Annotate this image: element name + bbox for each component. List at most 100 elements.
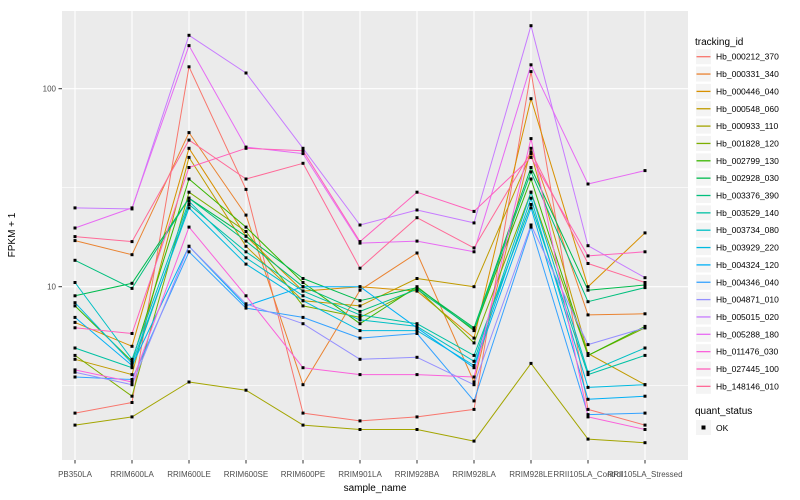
data-point-marker bbox=[130, 383, 134, 387]
series-points bbox=[73, 24, 647, 445]
legend-item-label: Hb_027445_100 bbox=[716, 364, 779, 374]
data-point-marker bbox=[130, 394, 134, 398]
data-point-marker bbox=[244, 306, 248, 310]
legend-item-label: Hb_148146_010 bbox=[716, 381, 779, 391]
data-point-marker bbox=[415, 289, 419, 293]
data-point-marker bbox=[358, 313, 362, 317]
y-tick-label-10: 10 bbox=[47, 283, 56, 292]
data-point-marker bbox=[358, 304, 362, 308]
data-point-marker bbox=[187, 44, 191, 48]
data-point-marker bbox=[244, 177, 248, 181]
data-point-marker bbox=[358, 315, 362, 319]
data-point-marker bbox=[187, 138, 191, 142]
x-tick-label-RRIM600SE: RRIM600SE bbox=[224, 470, 268, 479]
axis-tick-labels: PB350LA RRIM600LA RRIM600LE RRIM600SE RRIM60… bbox=[43, 85, 683, 480]
data-point-marker bbox=[586, 370, 590, 374]
data-point-marker bbox=[244, 146, 248, 150]
quant-ok-label: OK bbox=[716, 423, 729, 433]
data-point-marker bbox=[73, 206, 77, 210]
legend-item-Hb_002799_130: Hb_002799_130 bbox=[696, 153, 779, 169]
data-point-marker bbox=[472, 353, 476, 357]
data-point-marker bbox=[187, 131, 191, 135]
data-point-marker bbox=[472, 364, 476, 367]
data-point-marker bbox=[415, 216, 419, 220]
data-point-marker bbox=[301, 277, 305, 280]
legend-item-Hb_003376_390: Hb_003376_390 bbox=[696, 188, 779, 203]
data-point-marker bbox=[244, 213, 248, 217]
legend-item-Hb_003929_220: Hb_003929_220 bbox=[696, 240, 779, 256]
data-point-marker bbox=[586, 343, 590, 347]
legend-item-label: Hb_003529_140 bbox=[716, 208, 779, 218]
data-point-marker bbox=[472, 439, 476, 443]
legend-item-Hb_000446_040: Hb_000446_040 bbox=[696, 83, 779, 99]
legend-item-Hb_011476_030: Hb_011476_030 bbox=[696, 344, 779, 360]
data-point-marker bbox=[301, 161, 305, 165]
data-point-marker bbox=[415, 329, 419, 333]
data-point-marker bbox=[301, 281, 305, 284]
legend-item-label: Hb_005015_020 bbox=[716, 312, 779, 322]
data-point-marker bbox=[73, 346, 77, 350]
data-point-marker bbox=[415, 190, 419, 194]
data-point-marker bbox=[415, 428, 419, 431]
x-axis-title: sample_name bbox=[344, 483, 407, 494]
data-point-marker bbox=[358, 285, 362, 289]
data-point-marker bbox=[586, 352, 590, 355]
legend-item-Hb_003529_140: Hb_003529_140 bbox=[696, 205, 779, 221]
data-point-marker bbox=[244, 244, 248, 248]
data-point-marker bbox=[244, 250, 248, 254]
data-point-marker bbox=[244, 388, 248, 392]
data-point-marker bbox=[358, 419, 362, 423]
data-point-marker bbox=[415, 373, 419, 377]
data-point-marker bbox=[586, 182, 590, 186]
data-point-marker bbox=[529, 203, 533, 206]
legend-item-label: Hb_000933_110 bbox=[716, 121, 779, 131]
legend-item-Hb_004871_010: Hb_004871_010 bbox=[696, 292, 779, 308]
data-point-marker bbox=[529, 152, 533, 156]
data-point-marker bbox=[301, 366, 305, 370]
data-point-marker bbox=[529, 170, 533, 174]
legend-item-label: Hb_000548_060 bbox=[716, 104, 779, 114]
data-point-marker bbox=[187, 166, 191, 169]
data-point-marker bbox=[244, 71, 248, 75]
x-tick-label-RRIM600LA: RRIM600LA bbox=[110, 470, 154, 479]
data-point-marker bbox=[244, 262, 248, 266]
data-point-marker bbox=[187, 203, 191, 206]
data-point-marker bbox=[244, 256, 248, 260]
data-point-marker bbox=[130, 415, 134, 419]
data-point-marker bbox=[187, 146, 191, 150]
series-points-Hb_027445_100 bbox=[73, 146, 647, 335]
legend-item-label: Hb_005288_180 bbox=[716, 329, 779, 339]
data-point-marker bbox=[643, 312, 647, 316]
x-tick-label-RRII105LA_Stressed: RRII105LA_Stressed bbox=[607, 470, 682, 479]
data-point-marker bbox=[301, 423, 305, 427]
data-point-marker bbox=[187, 250, 191, 254]
legend-item-Hb_000548_060: Hb_000548_060 bbox=[696, 101, 779, 117]
series-points-Hb_000212_370 bbox=[73, 65, 647, 427]
data-point-marker bbox=[358, 373, 362, 377]
data-point-marker bbox=[130, 401, 134, 404]
data-point-marker bbox=[529, 190, 533, 194]
y-axis-title: FPKM + 1 bbox=[7, 212, 18, 257]
legend-item-label: Hb_011476_030 bbox=[716, 347, 779, 357]
series-points-Hb_011476_030 bbox=[73, 137, 647, 431]
data-point-marker bbox=[187, 225, 191, 229]
data-point-marker bbox=[301, 299, 305, 303]
data-point-marker bbox=[643, 423, 647, 427]
data-point-marker bbox=[586, 385, 590, 389]
data-point-marker bbox=[130, 364, 134, 367]
legend-item-label: Hb_003376_390 bbox=[716, 191, 779, 201]
data-point-marker bbox=[529, 150, 533, 154]
data-point-marker bbox=[415, 415, 419, 419]
data-point-marker bbox=[586, 413, 590, 417]
quant-legend-title: quant_status bbox=[695, 406, 752, 417]
data-point-marker bbox=[130, 240, 134, 244]
data-point-marker bbox=[187, 155, 191, 159]
x-tick-label-RRIM928LE: RRIM928LE bbox=[509, 470, 553, 479]
legend-item-Hb_027445_100: Hb_027445_100 bbox=[696, 361, 779, 377]
data-point-marker bbox=[358, 357, 362, 361]
data-point-marker bbox=[244, 304, 248, 308]
data-point-marker bbox=[301, 289, 305, 293]
data-point-marker bbox=[358, 288, 362, 292]
legend-item-label: Hb_002928_030 bbox=[716, 173, 779, 183]
data-point-marker bbox=[586, 244, 590, 248]
